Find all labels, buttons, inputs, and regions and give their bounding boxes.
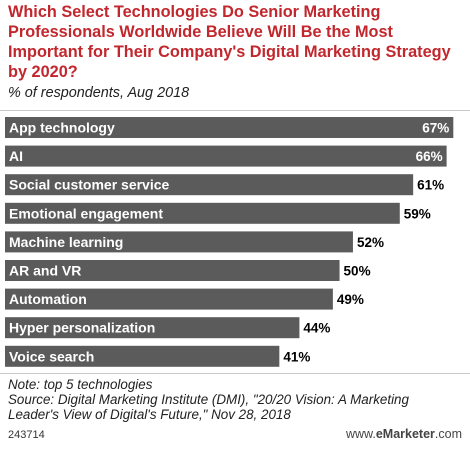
- bar: [5, 260, 340, 281]
- chart-title: Which Select Technologies Do Senior Mark…: [8, 3, 451, 81]
- bar-category-label: AI: [9, 148, 23, 164]
- chart-id: 243714: [8, 429, 45, 441]
- bar: [5, 174, 414, 196]
- bottom-divider: [0, 373, 470, 374]
- bar-category-label: Social customer service: [9, 177, 170, 193]
- bar-value-label: 59%: [404, 206, 431, 221]
- bar-category-label: Machine learning: [9, 234, 123, 250]
- bar: [5, 117, 454, 138]
- brand-suffix: .com: [434, 427, 462, 441]
- bar: [5, 202, 400, 224]
- bar-value-label: 61%: [417, 178, 444, 193]
- bar-value-label: 67%: [422, 121, 449, 136]
- bar-category-label: AR and VR: [9, 263, 81, 279]
- chart-subtitle: % of respondents, Aug 2018: [8, 85, 190, 101]
- bar-chart: App technology 67% AI 66% Social customer se…: [5, 117, 454, 367]
- bar-category-label: Voice search: [9, 348, 94, 364]
- bar-value-label: 49%: [337, 292, 364, 307]
- brand-link[interactable]: www.eMarketer.com: [346, 427, 462, 441]
- chart-note: Note: top 5 technologies: [8, 377, 153, 392]
- bar-category-label: Hyper personalization: [9, 320, 155, 336]
- brand-name: eMarketer: [375, 427, 435, 441]
- bar: [5, 288, 333, 310]
- bar: [5, 231, 353, 253]
- top-divider: [0, 110, 470, 111]
- bar: [5, 145, 447, 167]
- brand-prefix: www.: [345, 427, 376, 441]
- chart-source: Source: Digital Marketing Institute (DMI…: [8, 392, 409, 423]
- bar: [5, 317, 300, 339]
- bar-category-label: Emotional engagement: [9, 205, 163, 221]
- bar-category-label: Automation: [9, 291, 87, 307]
- bar-category-label: App technology: [9, 120, 115, 136]
- bar: [5, 345, 280, 367]
- bar-value-label: 52%: [357, 235, 384, 250]
- bar-value-label: 44%: [303, 321, 330, 336]
- bar-value-label: 50%: [344, 264, 371, 279]
- bar-value-label: 66%: [416, 149, 443, 164]
- bar-value-label: 41%: [283, 349, 310, 364]
